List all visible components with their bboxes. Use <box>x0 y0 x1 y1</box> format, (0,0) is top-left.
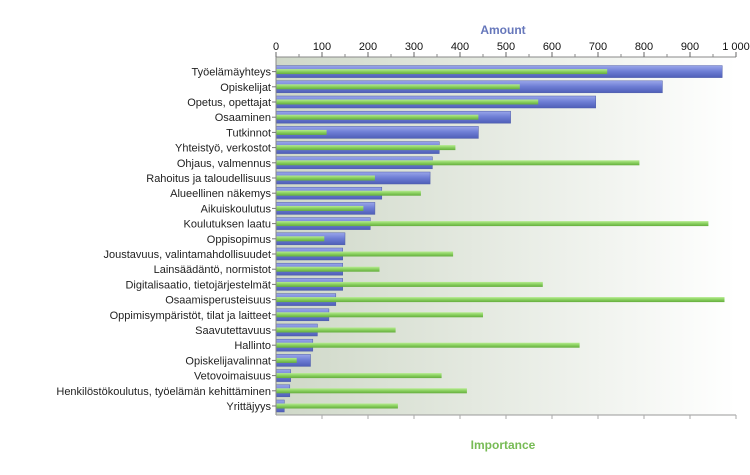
bar-importance <box>276 357 297 363</box>
bar-importance <box>276 99 539 105</box>
bar-importance <box>276 342 580 348</box>
category-label: Lainsäädäntö, normistot <box>154 264 271 276</box>
category-label: Tutkinnot <box>226 127 271 139</box>
x-tick-label: 800 <box>635 41 653 53</box>
category-label: Alueellinen näkemys <box>170 188 271 200</box>
category-label: Koulutuksen laatu <box>184 219 271 231</box>
category-label: Ohjaus, valmennus <box>177 158 272 170</box>
bar-importance <box>276 69 608 75</box>
x-tick-label: 200 <box>359 41 377 53</box>
category-label: Aikuiskoulutus <box>201 203 272 215</box>
bar-importance <box>276 205 364 211</box>
category-label: Osaaminen <box>215 112 271 124</box>
category-label: Digitalisaatio, tietojärjestelmät <box>125 279 271 291</box>
category-label: Opiskelijat <box>220 82 271 94</box>
bar-importance <box>276 388 467 394</box>
category-label: Osaamisperusteisuus <box>165 295 271 307</box>
bar-importance <box>276 327 396 333</box>
category-label: Hallinto <box>234 340 271 352</box>
bar-importance <box>276 403 398 409</box>
bar-importance <box>276 236 325 242</box>
x-axis-title-top: Amount <box>480 23 525 37</box>
x-tick-label: 100 <box>313 41 331 53</box>
category-label: Saavutettavuus <box>195 325 271 337</box>
bar-importance <box>276 160 640 166</box>
category-label: Yhteistyö, verkostot <box>175 143 271 155</box>
x-tick-label: 500 <box>497 41 515 53</box>
x-tick-label: 600 <box>543 41 561 53</box>
bar-importance <box>276 373 442 379</box>
x-axis-title-bottom: Importance <box>471 438 536 452</box>
bar-importance <box>276 251 454 257</box>
bar-importance <box>276 297 725 303</box>
category-label: Opiskelijavalinnat <box>185 355 271 367</box>
category-label: Vetovoimaisuus <box>194 371 272 383</box>
category-label: Oppisopimus <box>207 234 272 246</box>
x-tick-label: 1 000 <box>722 41 750 53</box>
category-label: Oppimisympäristöt, tilat ja laitteet <box>110 310 271 322</box>
x-tick-label: 0 <box>273 41 279 53</box>
bar-importance <box>276 190 421 196</box>
category-label: Rahoitus ja taloudellisuus <box>146 173 271 185</box>
bar-importance <box>276 266 380 272</box>
category-label: Yrittäjyys <box>226 401 271 413</box>
bar-importance <box>276 114 479 120</box>
x-tick-label: 700 <box>589 41 607 53</box>
x-tick-label: 300 <box>405 41 423 53</box>
bar-importance <box>276 129 327 135</box>
category-label: Henkilöstökoulutus, työelämän kehittämin… <box>56 386 271 398</box>
bar-importance <box>276 221 709 227</box>
bar-importance <box>276 84 520 90</box>
category-label: Opetus, opettajat <box>187 97 271 109</box>
bar-importance <box>276 145 456 151</box>
bar-importance <box>276 312 483 318</box>
bar-importance <box>276 281 543 287</box>
x-tick-label: 900 <box>681 41 699 53</box>
x-tick-label: 400 <box>451 41 469 53</box>
category-label: Joustavuus, valintamahdollisuudet <box>103 249 271 261</box>
bar-importance <box>276 175 375 181</box>
category-label: Työelämäyhteys <box>192 67 272 79</box>
